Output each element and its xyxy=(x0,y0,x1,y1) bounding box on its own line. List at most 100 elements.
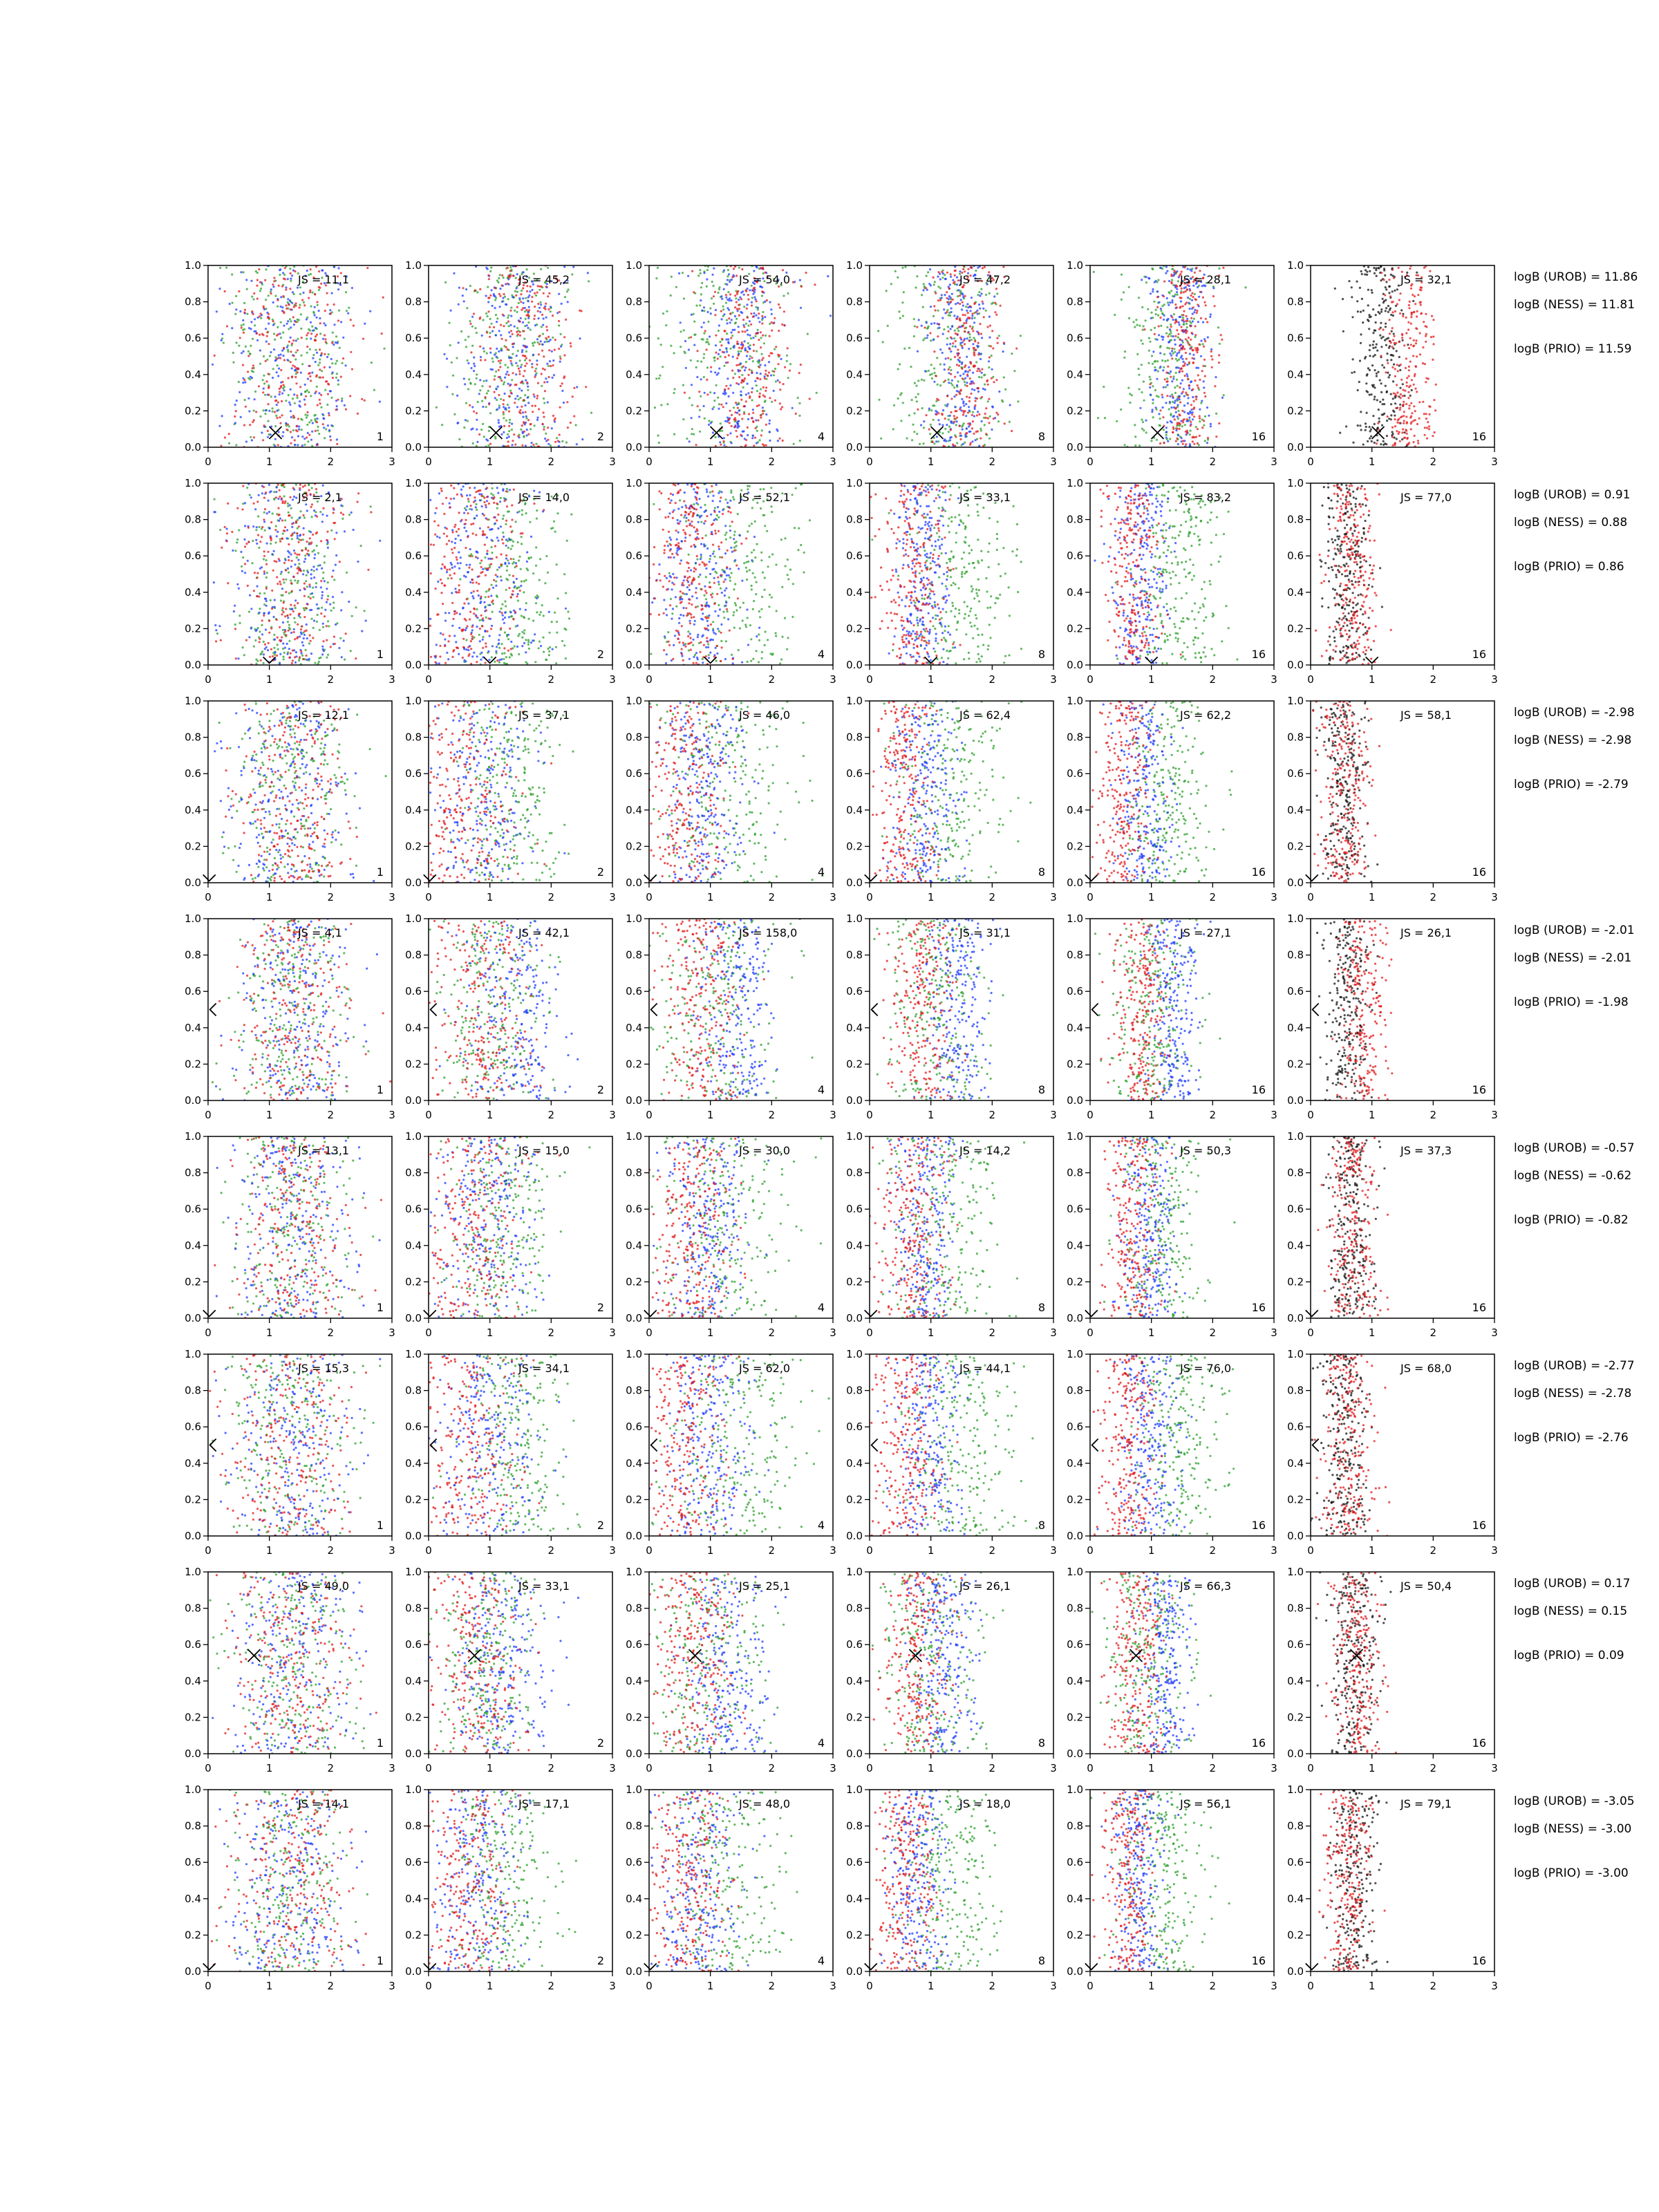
point-green xyxy=(994,275,997,278)
point-blue xyxy=(522,297,525,300)
point-red xyxy=(1179,349,1181,352)
point-green xyxy=(706,265,709,268)
point-blue xyxy=(725,338,728,341)
point-red xyxy=(225,532,229,535)
point-blue xyxy=(976,309,979,312)
point-green xyxy=(1122,291,1125,294)
point-red xyxy=(243,563,247,565)
point-green xyxy=(922,442,925,445)
point-green xyxy=(1170,393,1174,396)
point-green xyxy=(338,309,341,312)
point-blue xyxy=(1173,273,1176,276)
point-green xyxy=(503,652,506,655)
point-red xyxy=(1179,370,1181,373)
x-tick-label: 1 xyxy=(1148,456,1155,468)
point-red xyxy=(742,319,745,321)
point-red xyxy=(277,284,280,287)
point-blue xyxy=(740,343,742,346)
point-green xyxy=(1185,326,1188,329)
point-red xyxy=(273,276,276,279)
point-red xyxy=(521,424,523,427)
point-red xyxy=(1396,421,1399,424)
point-green xyxy=(937,309,939,312)
point-red xyxy=(1410,415,1413,418)
point-blue xyxy=(249,594,252,597)
point-green xyxy=(1150,440,1153,442)
point-blue xyxy=(1197,366,1200,369)
point-green xyxy=(1141,328,1144,331)
point-green xyxy=(1135,319,1138,321)
point-green xyxy=(754,335,757,337)
point-green xyxy=(459,578,462,581)
point-green xyxy=(238,344,241,347)
point-blue xyxy=(1186,317,1189,320)
point-blue xyxy=(1158,413,1161,415)
point-blue xyxy=(751,437,754,440)
point-green xyxy=(482,435,485,438)
point-blue xyxy=(963,404,966,407)
point-red xyxy=(243,311,246,314)
point-red xyxy=(691,270,694,272)
point-green xyxy=(559,355,561,358)
point-red xyxy=(786,347,789,350)
point-green xyxy=(254,324,256,327)
point-blue xyxy=(212,581,215,584)
point-red xyxy=(984,416,987,420)
point-black xyxy=(1391,290,1394,293)
point-blue xyxy=(1206,406,1209,409)
point-red xyxy=(276,576,279,579)
point-red xyxy=(263,496,265,499)
point-blue xyxy=(292,498,294,501)
point-green xyxy=(567,610,570,613)
point-blue xyxy=(1190,409,1193,411)
point-red xyxy=(293,604,296,607)
point-red xyxy=(946,395,949,397)
point-green xyxy=(536,278,538,281)
y-tick-label: 0.0 xyxy=(405,441,422,453)
point-red xyxy=(944,379,947,382)
point-blue xyxy=(1165,297,1168,300)
point-blue xyxy=(738,383,740,386)
point-blue xyxy=(242,319,245,321)
point-red xyxy=(547,335,550,338)
point-red xyxy=(742,405,745,408)
point-green xyxy=(383,347,386,350)
point-blue xyxy=(268,491,272,494)
point-green xyxy=(315,348,317,351)
point-red xyxy=(501,313,504,316)
point-blue xyxy=(953,315,956,317)
point-green xyxy=(285,265,288,268)
point-red xyxy=(752,350,756,353)
point-red xyxy=(1219,334,1222,337)
point-green xyxy=(1013,370,1016,373)
point-red xyxy=(474,289,476,292)
point-red xyxy=(741,330,744,333)
point-red xyxy=(1407,347,1411,350)
point-blue xyxy=(475,265,478,268)
point-green xyxy=(986,400,989,403)
point-blue xyxy=(726,279,729,281)
point-blue xyxy=(1159,308,1162,310)
point-red xyxy=(771,329,774,332)
point-red xyxy=(308,364,311,368)
point-blue xyxy=(489,368,492,371)
point-green xyxy=(276,648,279,650)
point-blue xyxy=(953,395,956,398)
point-red xyxy=(1192,296,1194,299)
axes-frame xyxy=(869,265,1054,448)
point-blue xyxy=(947,298,950,301)
point-red xyxy=(1201,296,1204,299)
point-blue xyxy=(335,341,337,344)
point-red xyxy=(1196,384,1199,387)
point-green xyxy=(324,437,326,440)
point-green xyxy=(686,438,688,440)
point-green xyxy=(910,399,913,402)
point-red xyxy=(545,337,547,339)
point-red xyxy=(536,382,540,384)
point-blue xyxy=(1172,335,1174,338)
point-green xyxy=(503,657,505,661)
point-red xyxy=(738,376,741,379)
point-black xyxy=(1367,319,1370,322)
point-blue xyxy=(473,370,476,373)
point-green xyxy=(1166,377,1169,380)
